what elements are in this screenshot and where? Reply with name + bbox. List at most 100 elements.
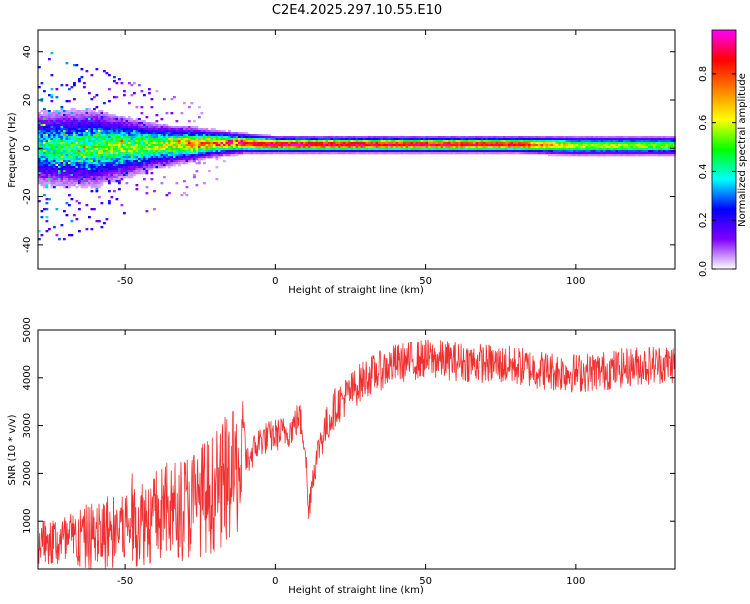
spectrogram-cell: [595, 148, 599, 151]
spectrogram-cell: [180, 138, 184, 141]
spectrogram-cell: [445, 150, 449, 153]
spectrogram-cell: [90, 158, 94, 161]
spectrogram-cell: [68, 110, 71, 113]
spectrogram-cell: [263, 150, 266, 153]
spectrogram-cell: [85, 120, 89, 123]
spectrogram-cell: [200, 138, 204, 141]
spectrogram-cell: [163, 130, 166, 133]
spectrogram-cell: [198, 132, 201, 135]
spectrogram-cell: [485, 144, 489, 147]
spectrogram-cell: [150, 152, 154, 155]
spectrogram-cell: [510, 146, 514, 149]
spectrogram-cell: [135, 132, 139, 135]
spectrogram-cell: [250, 150, 254, 153]
spectrogram-cell: [123, 116, 126, 119]
spectrogram-cell: [173, 162, 176, 165]
spectrogram-cell: [653, 138, 656, 141]
spectrogram-cell: [78, 130, 81, 133]
spectrogram-cell: [608, 146, 611, 149]
spectrogram-cell: [643, 144, 646, 147]
spectrogram-cell: [83, 138, 86, 141]
spectrogram-cell: [50, 134, 54, 137]
spectrogram-cell: [100, 140, 104, 143]
spectrogram-cell: [120, 136, 124, 139]
spectrogram-cell: [50, 146, 54, 149]
spectrogram-cell: [120, 178, 124, 181]
spectrogram-cell: [98, 152, 101, 155]
spectrogram-cell: [253, 140, 256, 143]
spectrogram-cell: [95, 178, 99, 181]
spectrogram-cell: [133, 174, 136, 177]
spectrogram-cell: [505, 152, 509, 155]
spectrogram-cell: [98, 150, 101, 153]
spectrogram-cell: [168, 128, 171, 131]
spectrogram-x-tick-label: 50: [419, 276, 432, 287]
spectrogram-cell: [43, 148, 46, 151]
spectrogram-cell: [53, 162, 56, 165]
spectrogram-cell: [78, 138, 81, 141]
spectrogram-cell: [468, 144, 471, 147]
spectrogram-cell: [255, 146, 259, 149]
spectrogram-cell: [193, 158, 196, 161]
spectrogram-cell: [435, 136, 439, 139]
spectrogram-cell: [210, 154, 214, 157]
spectrogram-cell: [135, 120, 139, 123]
spectrogram-cell: [348, 152, 351, 155]
spectrogram-cell: [43, 116, 46, 119]
spectrogram-cell: [608, 150, 611, 153]
spectrogram-cell: [635, 154, 639, 157]
spectrogram-cell: [668, 154, 671, 157]
spectrogram-cell: [448, 146, 451, 149]
spectrogram-cell: [128, 136, 131, 139]
spectrogram-cell: [280, 146, 284, 149]
spectrogram-cell: [233, 150, 236, 153]
spectrogram-cell: [105, 160, 109, 163]
spectrogram-cell: [293, 142, 296, 145]
spectrogram-cell: [63, 210, 66, 213]
spectrogram-cell: [83, 154, 86, 157]
spectrogram-cell: [328, 138, 331, 141]
spectrogram-cell: [243, 132, 246, 135]
spectrogram-cell: [73, 112, 76, 115]
spectrogram-cell: [385, 136, 389, 139]
spectrogram-cell: [160, 154, 164, 157]
spectrogram-cell: [248, 134, 251, 137]
spectrogram-cell: [373, 142, 376, 145]
spectrogram-cell: [330, 148, 334, 151]
spectrogram-cell: [55, 88, 59, 91]
spectrogram-cell: [163, 152, 166, 155]
spectrogram-cell: [45, 152, 49, 155]
spectrogram-cell: [185, 150, 189, 153]
spectrogram-cell: [265, 140, 269, 143]
spectrogram-cell: [80, 162, 84, 165]
spectrogram-cell: [60, 140, 64, 143]
spectrogram-cell: [625, 154, 629, 157]
spectrogram-cell: [170, 134, 174, 137]
spectrogram-cell: [140, 112, 144, 115]
spectrogram-cell: [490, 150, 494, 153]
spectrogram-cell: [218, 156, 221, 159]
spectrogram-cell: [285, 146, 289, 149]
spectrogram-cell: [375, 144, 379, 147]
spectrogram-cell: [123, 130, 126, 133]
spectrogram-cell: [115, 144, 119, 147]
spectrogram-cell: [548, 142, 551, 145]
snr-x-axis-label: Height of straight line (km): [288, 585, 424, 596]
spectrogram-cell: [63, 144, 66, 147]
spectrogram-cell: [168, 162, 171, 165]
spectrogram-cell: [298, 140, 301, 143]
spectrogram-cell: [70, 108, 74, 111]
spectrogram-cell: [58, 114, 61, 117]
spectrogram-cell: [128, 162, 131, 165]
spectrogram-cell: [75, 64, 79, 67]
spectrogram-cell: [618, 140, 621, 143]
spectrogram-cell: [508, 150, 511, 153]
spectrogram-cell: [48, 120, 51, 123]
spectrogram-cell: [55, 234, 59, 237]
spectrogram-cell: [73, 152, 76, 155]
spectrogram-cell: [335, 150, 339, 153]
spectrogram-cell: [280, 152, 284, 155]
spectrogram-cell: [78, 124, 81, 127]
spectrogram-cell: [485, 150, 489, 153]
spectrogram-cell: [103, 180, 106, 183]
